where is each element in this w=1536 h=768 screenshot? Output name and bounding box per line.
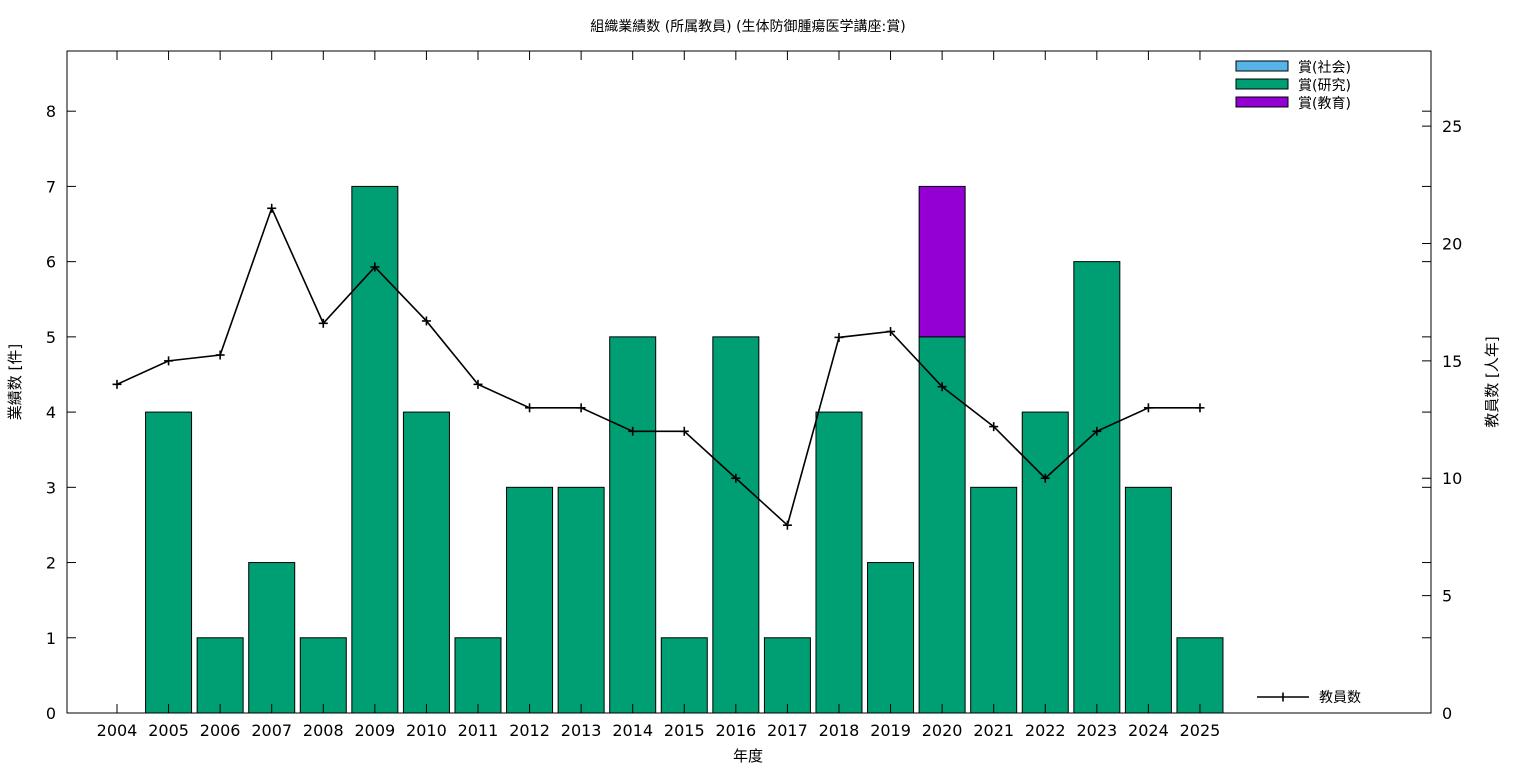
legend-label-1: 賞(研究) <box>1298 78 1351 94</box>
bar-2009-series-1 <box>351 185 399 714</box>
y2-tick-label: 25 <box>1442 117 1462 136</box>
x-tick-label: 2022 <box>1025 721 1066 740</box>
x-tick-label: 2025 <box>1180 721 1221 740</box>
plot-frame <box>66 50 1432 714</box>
x-tick-label: 2018 <box>819 721 860 740</box>
x-tick-label: 2024 <box>1128 721 1169 740</box>
bar-2013-series-1 <box>557 486 605 714</box>
line-point-2018 <box>834 332 844 342</box>
bar-2025-series-1 <box>1176 637 1224 714</box>
chart-title: 組織業績数 (所属教員) (生体防御腫瘍医学講座:賞) <box>590 18 905 35</box>
x-tick-label: 2021 <box>973 721 1014 740</box>
y-tick-label: 6 <box>46 253 56 272</box>
y-tick-label: 2 <box>46 554 56 573</box>
bar-2024-series-1 <box>1124 486 1172 714</box>
bar-2012-series-1 <box>506 486 554 714</box>
line-point-2015 <box>679 426 689 436</box>
line-point-2019 <box>886 327 896 337</box>
x-tick-label: 2009 <box>354 721 395 740</box>
line-point-2020 <box>937 382 947 392</box>
x-tick-label: 2016 <box>715 721 756 740</box>
y-tick-label: 8 <box>46 102 56 121</box>
line-point-2007 <box>267 203 277 213</box>
x-tick-label: 2017 <box>767 721 808 740</box>
line-point-2008 <box>318 318 328 328</box>
line-point-2005 <box>164 356 174 366</box>
y-tick-label: 4 <box>46 403 56 422</box>
bar-2017-series-1 <box>763 637 811 714</box>
bars-layer <box>145 185 1224 714</box>
legend-line-label: 教員数 <box>1319 690 1361 706</box>
x-tick-label: 2020 <box>922 721 963 740</box>
x-tick-label: 2023 <box>1076 721 1117 740</box>
line-series-path <box>116 206 1200 527</box>
x-axis-label: 年度 <box>733 747 763 765</box>
x-tick-label: 2019 <box>870 721 911 740</box>
line-point-2021 <box>989 422 999 432</box>
y2-tick-label: 5 <box>1442 587 1452 606</box>
y-axis-label: 業績数 [件] <box>6 344 24 420</box>
bar-2022-series-1 <box>1021 411 1069 714</box>
x-tick-label: 2005 <box>148 721 189 740</box>
x-tick-label: 2010 <box>406 721 447 740</box>
line-point-2016 <box>731 473 741 483</box>
bar-2010-series-1 <box>402 411 450 714</box>
line-layer <box>112 203 1205 530</box>
y2-tick-label: 10 <box>1442 469 1462 488</box>
y2-axis-label: 教員数 [人年] <box>1483 336 1501 427</box>
line-point-2017 <box>782 520 792 530</box>
line-point-2006 <box>215 350 225 360</box>
legend-swatch-0 <box>1235 60 1289 72</box>
x-tick-label: 2006 <box>200 721 241 740</box>
legend-swatch-2 <box>1235 96 1289 108</box>
line-point-2010 <box>421 316 431 326</box>
bar-2008-series-1 <box>299 637 347 714</box>
line-point-2014 <box>628 426 638 436</box>
bar-2007-series-1 <box>248 562 296 714</box>
bar-2014-series-1 <box>609 336 657 714</box>
legend-swatch-1 <box>1235 78 1289 90</box>
y-tick-label: 7 <box>46 177 56 196</box>
y2-tick-label: 20 <box>1442 234 1462 253</box>
bar-2005-series-1 <box>145 411 193 714</box>
y-tick-label: 3 <box>46 478 56 497</box>
line-point-2024 <box>1143 403 1153 413</box>
bar-2020-series-1 <box>918 336 966 714</box>
line-point-2023 <box>1092 426 1102 436</box>
x-tick-label: 2012 <box>509 721 550 740</box>
bar-2020-series-2 <box>918 185 966 338</box>
line-point-2013 <box>576 403 586 413</box>
line-point-2009 <box>370 262 380 272</box>
bar-2015-series-1 <box>660 637 708 714</box>
legend-label-2: 賞(教育) <box>1298 96 1351 112</box>
x-tick-label: 2013 <box>561 721 602 740</box>
x-tick-label: 2011 <box>458 721 499 740</box>
x-tick-label: 2008 <box>303 721 344 740</box>
legend-label-0: 賞(社会) <box>1298 60 1351 76</box>
x-tick-label: 2007 <box>251 721 292 740</box>
bar-2021-series-1 <box>970 486 1018 714</box>
y-tick-label: 0 <box>46 704 56 723</box>
line-point-2011 <box>473 379 483 389</box>
line-point-2022 <box>1040 473 1050 483</box>
x-tick-label: 2014 <box>612 721 653 740</box>
y-tick-label: 5 <box>46 328 56 347</box>
y-tick-label: 1 <box>46 629 56 648</box>
bar-2016-series-1 <box>712 336 760 714</box>
y2-tick-label: 15 <box>1442 352 1462 371</box>
bar-2011-series-1 <box>454 637 502 714</box>
y2-tick-label: 0 <box>1442 704 1452 723</box>
x-tick-label: 2015 <box>664 721 705 740</box>
x-tick-label: 2004 <box>97 721 138 740</box>
line-point-2025 <box>1195 403 1205 413</box>
line-point-2004 <box>112 379 122 389</box>
bar-2018-series-1 <box>815 411 863 714</box>
bar-2019-series-1 <box>867 562 915 714</box>
bar-2023-series-1 <box>1073 261 1121 714</box>
bar-2006-series-1 <box>196 637 244 714</box>
line-point-2012 <box>525 403 535 413</box>
legend: 賞(社会) 賞(研究) 賞(教育) 教員数 <box>1235 60 1361 706</box>
